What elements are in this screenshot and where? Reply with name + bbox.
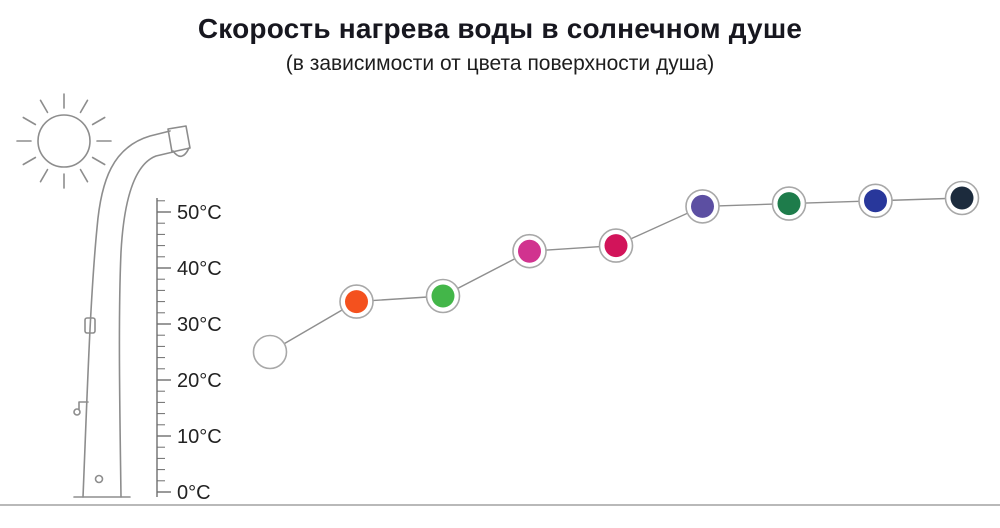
solar-shower-illustration [73, 125, 191, 498]
shower-faucet [78, 401, 89, 410]
chart-subtitle: (в зависимости от цвета поверхности душа… [285, 52, 715, 75]
heating-curve [252, 180, 980, 370]
temperature-tick-label: 30°C [177, 314, 222, 336]
shower-tap [84, 317, 96, 334]
data-point-magenta [512, 233, 547, 269]
shower-head [167, 125, 191, 153]
marker-fill-violet [691, 194, 714, 218]
marker-fill-magenta [518, 239, 541, 263]
data-point-orange [339, 284, 374, 319]
data-point-crimson [598, 228, 634, 263]
data-point-dark-blue [858, 183, 893, 219]
base-detail [94, 474, 104, 484]
marker-fill-green [431, 284, 455, 308]
marker-fill-white [258, 340, 282, 364]
temperature-tick-label: 20°C [177, 370, 222, 392]
chart-title: Скорость нагрева воды в солнечном душе [197, 13, 803, 44]
data-point-dark-green [771, 186, 807, 221]
marker-fill-dark-green [777, 192, 801, 216]
marker-fill-black-navy [950, 186, 974, 210]
marker-fill-dark-blue [864, 189, 887, 213]
temperature-tick-label: 50°C [177, 202, 222, 224]
temperature-ruler [156, 198, 171, 497]
temperature-scale-labels: 0°C 10°C 20°C 30°C 40°C 50°C [177, 202, 222, 504]
temperature-tick-label: 0°C [177, 482, 211, 504]
shower-nozzle [172, 147, 190, 158]
heating-line [269, 197, 963, 353]
data-point-black-navy [944, 180, 980, 216]
sun-icon [16, 93, 112, 189]
marker-fill-crimson [604, 234, 628, 258]
temperature-tick-label: 40°C [177, 258, 222, 280]
data-point-violet [685, 189, 720, 224]
data-point-white [252, 334, 288, 370]
marker-fill-orange [345, 290, 368, 314]
data-point-green [425, 278, 461, 314]
faucet-handle [73, 408, 81, 416]
temperature-tick-label: 10°C [177, 426, 222, 448]
